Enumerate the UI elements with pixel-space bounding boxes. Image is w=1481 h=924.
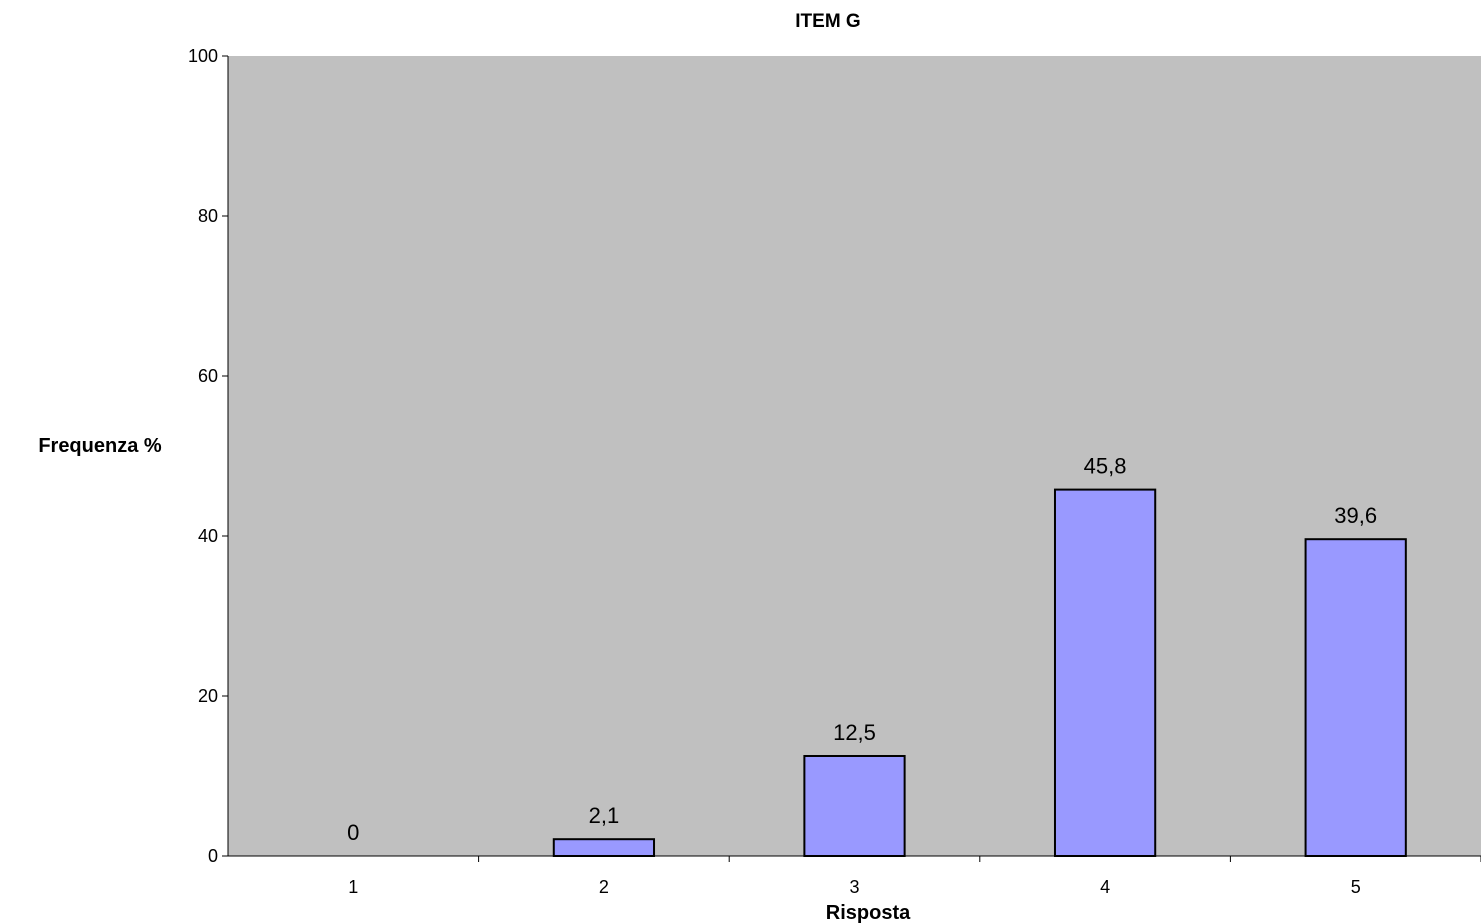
- x-tick-label: 4: [1100, 877, 1110, 897]
- y-axis-ticks: 0 20 40 60 80 100: [188, 46, 228, 866]
- y-tick-label: 0: [208, 846, 218, 866]
- y-tick-label: 80: [198, 206, 218, 226]
- chart-title: ITEM G: [795, 11, 860, 32]
- bar: [803, 755, 906, 857]
- bar-data-label: 12,5: [833, 720, 876, 745]
- plot-area: [228, 56, 1481, 856]
- x-axis-ticks: 1 2 3 4 5: [348, 856, 1481, 897]
- bar: [1304, 538, 1407, 857]
- bar-data-label: 39,6: [1334, 503, 1377, 528]
- x-tick-label: 2: [599, 877, 609, 897]
- x-tick-label: 3: [849, 877, 859, 897]
- bar-labels-group: 0 2,1 12,5 45,8 39,6: [347, 454, 1377, 845]
- y-tick-label: 60: [198, 366, 218, 386]
- y-tick-label: 20: [198, 686, 218, 706]
- bar: [552, 838, 656, 858]
- bar: [1053, 488, 1157, 857]
- bar-data-label: 2,1: [589, 803, 620, 828]
- bar-data-label: 45,8: [1084, 454, 1127, 479]
- y-tick-label: 100: [188, 46, 218, 66]
- x-tick-label: 5: [1351, 877, 1361, 897]
- y-axis-label: Frequenza %: [38, 435, 162, 457]
- y-tick-label: 40: [198, 526, 218, 546]
- bar-data-label: 0: [347, 820, 359, 845]
- bars-group: [552, 488, 1407, 858]
- x-axis-label: Risposta: [826, 902, 911, 924]
- x-tick-label: 1: [348, 877, 358, 897]
